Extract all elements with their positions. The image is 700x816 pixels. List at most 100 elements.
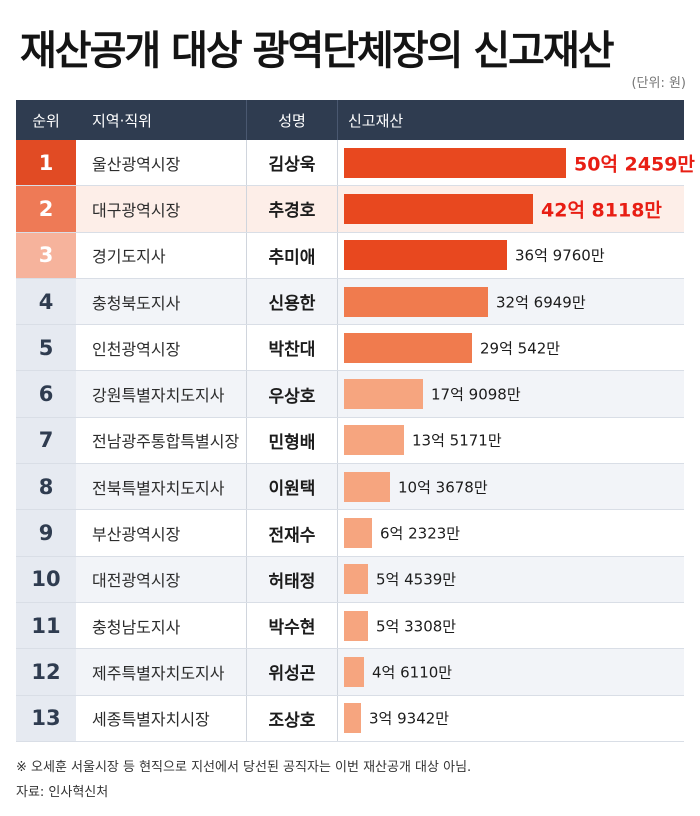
asset-cell: 13억 5171만	[338, 418, 684, 463]
asset-value-label: 3억 9342만	[369, 709, 450, 728]
asset-bar	[344, 332, 472, 363]
asset-cell: 3억 9342만	[338, 696, 684, 741]
asset-cell: 5억 3308만	[338, 603, 684, 648]
asset-cell: 32억 6949만	[338, 279, 684, 324]
asset-cell: 4억 6110만	[338, 649, 684, 694]
name-cell: 박찬대	[246, 325, 338, 371]
name-cell: 조상호	[246, 695, 338, 741]
name-cell: 허태정	[246, 556, 338, 602]
rank-cell: 12	[16, 649, 76, 695]
asset-bar	[344, 703, 361, 734]
source-note: 자료: 인사혁신처	[16, 785, 109, 800]
asset-bar	[344, 240, 507, 271]
table-row: 13 세종특별자치시장 조상호 3억 9342만	[16, 695, 684, 742]
asset-value-label: 17억 9098만	[431, 385, 521, 404]
region-cell: 울산광역시장	[92, 154, 181, 174]
table-row: 4 충청북도지사 신용한 32억 6949만	[16, 278, 684, 326]
asset-table: 순위 지역·직위 성명 신고재산 1 울산광역시장 김상욱 50억 2459만 2 대구광…	[16, 100, 695, 742]
region-cell: 충청남도지사	[92, 617, 181, 637]
asset-value-label: 32억 6949만	[496, 293, 586, 312]
table-header: 순위 지역·직위 성명 신고재산	[16, 100, 684, 140]
asset-cell: 10억 3678만	[338, 464, 684, 509]
rank-cell: 7	[16, 417, 76, 464]
asset-bar	[344, 564, 368, 595]
table-row: 5 인천광역시장 박찬대 29억 542만	[16, 325, 684, 372]
asset-value-label: 42억 8118만	[541, 199, 662, 222]
asset-bar	[344, 656, 364, 687]
table-row: 1 울산광역시장 김상욱 50억 2459만	[16, 140, 695, 187]
name-cell: 김상욱	[246, 140, 338, 186]
unit-label: (단위: 원)	[631, 76, 686, 91]
region-cell: 전북특별자치도지사	[92, 478, 225, 498]
name-cell: 신용한	[246, 278, 338, 325]
asset-bar	[344, 379, 423, 410]
rank-cell: 4	[16, 278, 76, 325]
region-cell: 인천광역시장	[92, 339, 181, 359]
table-body: 1 울산광역시장 김상욱 50억 2459만 2 대구광역시장 추경호 42억 8118만 3 경…	[16, 140, 695, 742]
table-row: 7 전남광주통합특별시장 민형배 13억 5171만	[16, 417, 684, 465]
rank-cell: 10	[16, 556, 76, 602]
table-row: 3 경기도지사 추미애 36억 9760만	[16, 232, 684, 279]
asset-value-label: 36억 9760만	[515, 246, 605, 265]
name-cell: 우상호	[246, 371, 338, 417]
asset-cell: 6억 2323만	[338, 510, 684, 555]
name-cell: 위성곤	[246, 649, 338, 695]
asset-bar	[344, 425, 404, 456]
rank-cell: 3	[16, 232, 76, 278]
footnote: ※ 오세훈 서울시장 등 현직으로 지선에서 당선된 공직자는 이번 재산공개 …	[16, 760, 472, 775]
rank-cell: 6	[16, 371, 76, 417]
asset-value-label: 5억 3308만	[376, 617, 457, 636]
header-rank: 순위	[32, 111, 60, 130]
table-row: 10 대전광역시장 허태정 5억 4539만	[16, 556, 684, 603]
region-cell: 충청북도지사	[92, 293, 181, 313]
asset-bar	[344, 286, 488, 317]
rank-cell: 8	[16, 464, 76, 510]
table-row: 12 제주특별자치도지사 위성곤 4억 6110만	[16, 649, 684, 696]
rank-cell: 11	[16, 602, 76, 649]
header-region: 지역·직위	[92, 111, 152, 130]
name-cell: 추경호	[246, 186, 338, 232]
asset-value-label: 6억 2323만	[380, 524, 461, 543]
page-title: 재산공개 대상 광역단체장의 신고재산	[20, 28, 615, 74]
name-cell: 박수현	[246, 602, 338, 649]
region-cell: 경기도지사	[92, 247, 166, 267]
region-cell: 세종특별자치시장	[92, 710, 210, 730]
rank-cell: 9	[16, 510, 76, 556]
asset-cell: 29억 542만	[338, 325, 684, 370]
header-asset: 신고재산	[337, 100, 684, 140]
rank-cell: 2	[16, 186, 76, 232]
name-cell: 이원택	[246, 464, 338, 510]
asset-cell: 5억 4539만	[338, 557, 684, 602]
rank-cell: 13	[16, 695, 76, 741]
table-row: 9 부산광역시장 전재수 6억 2323만	[16, 510, 684, 557]
name-cell: 전재수	[246, 510, 338, 556]
name-cell: 추미애	[246, 232, 338, 278]
table-row: 11 충청남도지사 박수현 5억 3308만	[16, 602, 684, 650]
asset-value-label: 29억 542만	[480, 339, 561, 358]
asset-bar	[344, 610, 368, 641]
table-row: 2 대구광역시장 추경호 42억 8118만	[16, 186, 684, 233]
asset-value-label: 5억 4539만	[376, 570, 457, 589]
region-cell: 제주특별자치도지사	[92, 663, 225, 683]
name-cell: 민형배	[246, 417, 338, 464]
asset-cell: 42억 8118만	[338, 186, 684, 231]
asset-cell: 36억 9760만	[338, 233, 684, 278]
region-cell: 강원특별자치도지사	[92, 386, 225, 406]
asset-value-label: 50억 2459만	[574, 153, 695, 176]
asset-cell: 50억 2459만	[338, 140, 695, 185]
region-cell: 대전광역시장	[92, 571, 181, 591]
asset-value-label: 10억 3678만	[398, 478, 488, 497]
rank-cell: 1	[16, 140, 76, 186]
region-cell: 부산광역시장	[92, 525, 181, 545]
asset-bar	[344, 193, 533, 224]
asset-bar	[344, 471, 390, 502]
asset-value-label: 13억 5171만	[412, 431, 502, 450]
asset-bar	[344, 147, 566, 178]
asset-value-label: 4억 6110만	[372, 663, 453, 682]
asset-cell: 17억 9098만	[338, 371, 684, 416]
asset-bar	[344, 518, 372, 549]
table-row: 8 전북특별자치도지사 이원택 10억 3678만	[16, 464, 684, 511]
region-cell: 전남광주통합특별시장	[92, 432, 240, 452]
header-name: 성명	[246, 100, 337, 140]
